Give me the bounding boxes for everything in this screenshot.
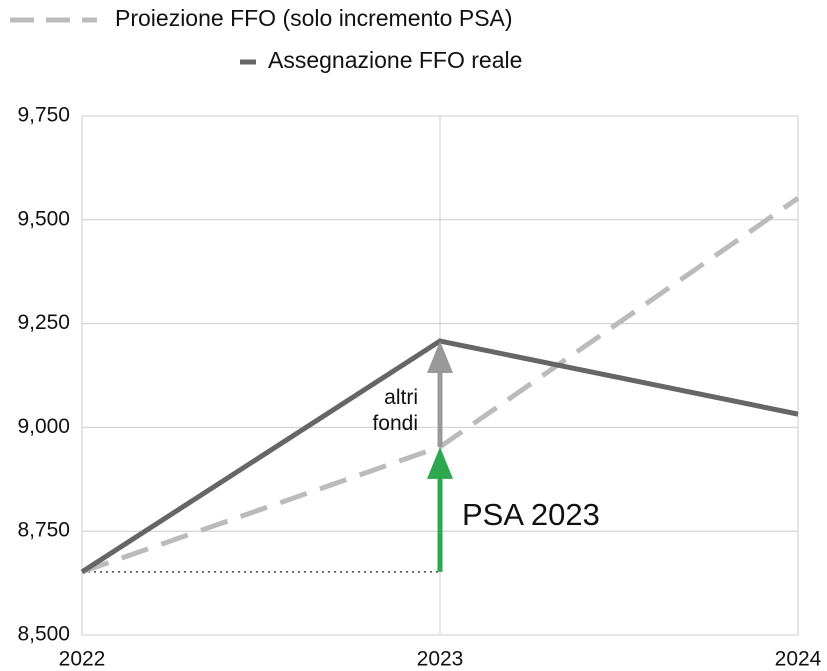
plot-border xyxy=(81,115,799,636)
y-tick-label: 8,500 xyxy=(17,623,70,646)
y-tick-label: 9,250 xyxy=(17,311,70,334)
annotation: PSA 2023 xyxy=(462,497,600,532)
y-tick-label: 8,750 xyxy=(17,519,70,542)
arrow-psa-head xyxy=(427,446,453,479)
y-tick-label: 9,750 xyxy=(17,104,70,127)
legend-label: Proiezione FFO (solo incremento PSA) xyxy=(115,5,513,31)
x-tick-label: 2024 xyxy=(775,648,822,671)
annotation: altri fondi xyxy=(372,386,418,435)
annotation-line: fondi xyxy=(372,412,418,435)
annotation-line: altri xyxy=(384,386,418,409)
legend-label: Assegnazione FFO reale xyxy=(268,47,522,73)
arrow-altri-head xyxy=(427,341,453,374)
x-tick-label: 2022 xyxy=(59,648,106,671)
y-tick-label: 9,000 xyxy=(17,415,70,438)
x-tick-label: 2023 xyxy=(417,648,464,671)
y-tick-label: 9,500 xyxy=(17,207,70,230)
